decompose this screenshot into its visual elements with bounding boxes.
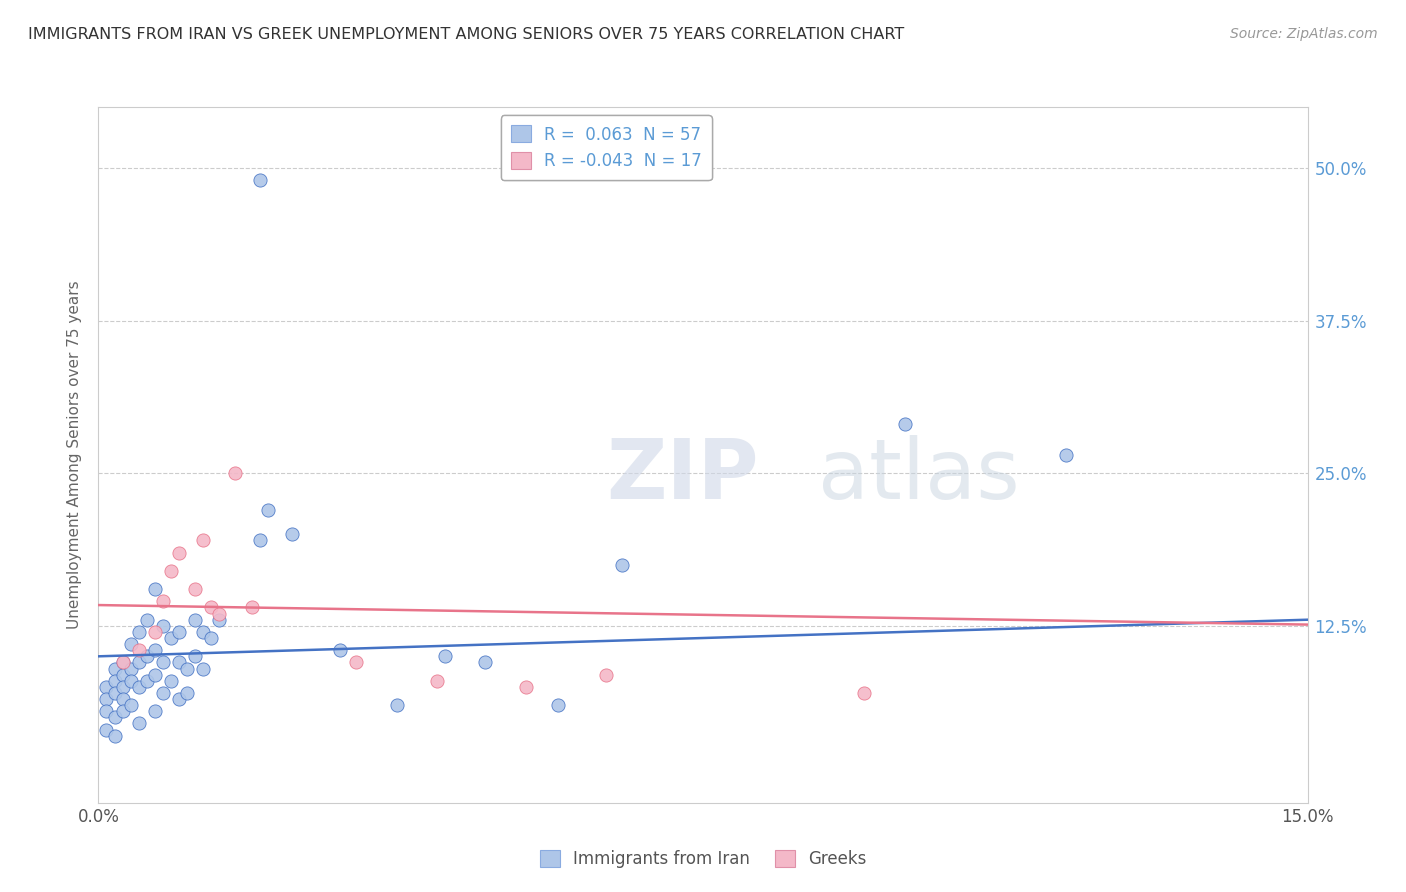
Text: Source: ZipAtlas.com: Source: ZipAtlas.com	[1230, 27, 1378, 41]
Point	[143, 582, 166, 597]
Point	[224, 467, 246, 481]
Point	[135, 613, 157, 627]
Point	[152, 686, 174, 700]
Point	[143, 667, 166, 681]
Point	[111, 667, 134, 681]
Point	[135, 649, 157, 664]
Text: atlas: atlas	[818, 435, 1019, 516]
Point	[167, 545, 190, 559]
Text: IMMIGRANTS FROM IRAN VS GREEK UNEMPLOYMENT AMONG SENIORS OVER 75 YEARS CORRELATI: IMMIGRANTS FROM IRAN VS GREEK UNEMPLOYME…	[28, 27, 904, 42]
Point	[344, 656, 367, 670]
Point	[128, 643, 150, 657]
Point	[120, 698, 142, 713]
Point	[612, 558, 634, 572]
Point	[167, 624, 190, 639]
Y-axis label: Unemployment Among Seniors over 75 years: Unemployment Among Seniors over 75 years	[67, 281, 83, 629]
Point	[208, 607, 231, 621]
Point	[143, 624, 166, 639]
Point	[184, 582, 207, 597]
Point	[853, 686, 876, 700]
Point	[152, 619, 174, 633]
Point	[256, 503, 278, 517]
Point	[96, 692, 118, 706]
Point	[426, 673, 449, 688]
Point	[281, 527, 304, 541]
Point	[193, 624, 215, 639]
Point	[200, 631, 222, 645]
Point	[103, 710, 125, 724]
Point	[184, 613, 207, 627]
Point	[128, 624, 150, 639]
Point	[208, 613, 231, 627]
Point	[120, 637, 142, 651]
Point	[128, 716, 150, 731]
Point	[111, 704, 134, 718]
Point	[96, 680, 118, 694]
Point	[103, 729, 125, 743]
Point	[96, 723, 118, 737]
Point	[167, 692, 190, 706]
Point	[120, 673, 142, 688]
Point	[120, 661, 142, 675]
Point	[111, 656, 134, 670]
Point	[434, 649, 457, 664]
Point	[249, 173, 271, 187]
Point	[176, 661, 198, 675]
Point	[96, 704, 118, 718]
Text: ZIP: ZIP	[606, 435, 759, 516]
Point	[595, 667, 617, 681]
Point	[103, 673, 125, 688]
Point	[160, 564, 183, 578]
Point	[176, 686, 198, 700]
Point	[240, 600, 263, 615]
Point	[128, 656, 150, 670]
Point	[128, 680, 150, 694]
Point	[152, 594, 174, 608]
Point	[167, 656, 190, 670]
Point	[103, 686, 125, 700]
Point	[103, 661, 125, 675]
Legend: R =  0.063  N = 57, R = -0.043  N = 17: R = 0.063 N = 57, R = -0.043 N = 17	[501, 115, 711, 180]
Point	[152, 656, 174, 670]
Point	[515, 680, 537, 694]
Point	[249, 533, 271, 548]
Point	[893, 417, 915, 432]
Point	[200, 600, 222, 615]
Point	[193, 661, 215, 675]
Point	[547, 698, 569, 713]
Point	[385, 698, 408, 713]
Point	[111, 656, 134, 670]
Point	[160, 631, 183, 645]
Point	[1054, 448, 1077, 462]
Point	[184, 649, 207, 664]
Point	[474, 656, 496, 670]
Point	[193, 533, 215, 548]
Point	[160, 673, 183, 688]
Point	[143, 643, 166, 657]
Point	[111, 680, 134, 694]
Legend: Immigrants from Iran, Greeks: Immigrants from Iran, Greeks	[533, 843, 873, 875]
Point	[329, 643, 352, 657]
Point	[143, 704, 166, 718]
Point	[111, 692, 134, 706]
Point	[135, 673, 157, 688]
